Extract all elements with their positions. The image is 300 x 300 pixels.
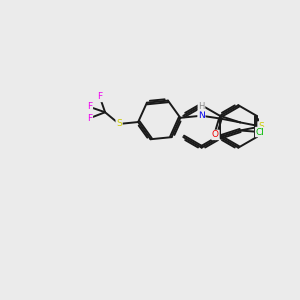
Text: S: S — [116, 119, 122, 128]
Text: F: F — [87, 114, 92, 123]
Text: S: S — [258, 122, 264, 131]
Text: N: N — [198, 111, 205, 120]
Text: Cl: Cl — [256, 128, 265, 136]
Text: F: F — [97, 92, 102, 101]
Text: F: F — [87, 103, 92, 112]
Text: O: O — [212, 130, 219, 140]
Text: H: H — [198, 102, 205, 111]
